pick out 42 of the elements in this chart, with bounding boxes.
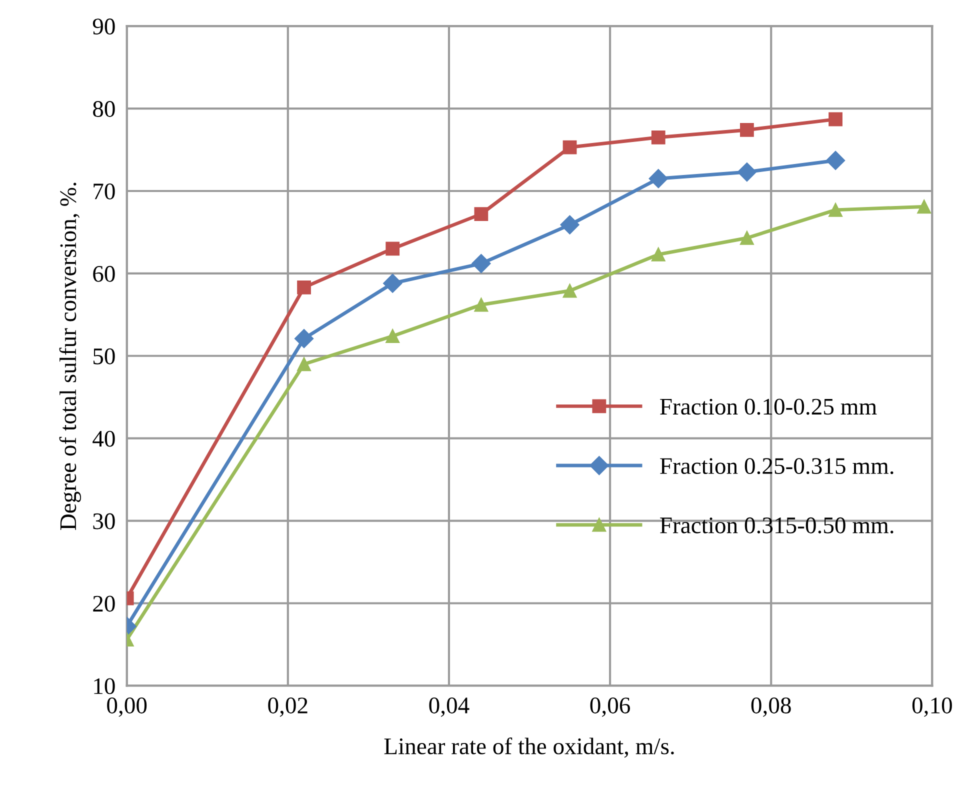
x-axis-title: Linear rate of the oxidant, m/s. xyxy=(384,737,674,758)
point xyxy=(297,357,311,372)
legend-label: Fraction 0.315-0.50 mm. xyxy=(660,517,894,534)
point xyxy=(383,274,402,293)
y-tick-label: 60 xyxy=(93,266,115,282)
y-tick-label: 20 xyxy=(93,596,115,612)
point xyxy=(828,203,842,217)
point xyxy=(562,284,577,298)
point xyxy=(472,254,491,274)
point xyxy=(474,298,488,312)
y-axis-title: Degree of total sulfur conversion, %. xyxy=(59,182,82,530)
y-tick-label: 70 xyxy=(94,183,115,200)
point xyxy=(386,242,400,256)
point xyxy=(648,169,668,188)
point xyxy=(297,280,311,294)
point xyxy=(562,140,577,154)
point xyxy=(651,130,666,144)
point xyxy=(740,231,754,245)
point xyxy=(386,329,400,344)
x-tick-label: 0,04 xyxy=(429,698,470,717)
x-tick-label: 0,10 xyxy=(912,698,952,717)
point xyxy=(474,207,488,222)
legend-label: Fraction 0.25-0.315 mm. xyxy=(660,458,894,474)
x-tick-label: 0,08 xyxy=(751,698,791,717)
point xyxy=(917,200,932,214)
y-tick-label: 80 xyxy=(93,101,115,117)
point xyxy=(826,150,846,170)
point xyxy=(651,248,666,262)
y-tick-label: 10 xyxy=(94,678,115,694)
x-tick-label: 0,02 xyxy=(268,698,308,717)
y-tick-label: 30 xyxy=(93,513,115,530)
y-tick-label: 90 xyxy=(92,18,115,34)
y-tick-label: 40 xyxy=(92,430,115,447)
point xyxy=(740,123,754,137)
point xyxy=(737,162,756,182)
x-tick-label: 0,00 xyxy=(107,698,147,717)
point xyxy=(560,215,580,234)
x-tick-label: 0,06 xyxy=(590,698,630,717)
point xyxy=(294,329,314,348)
point xyxy=(828,112,842,126)
y-tick-label: 50 xyxy=(94,348,115,364)
legend-label: Fraction 0.10-0.25 mm xyxy=(660,398,877,415)
